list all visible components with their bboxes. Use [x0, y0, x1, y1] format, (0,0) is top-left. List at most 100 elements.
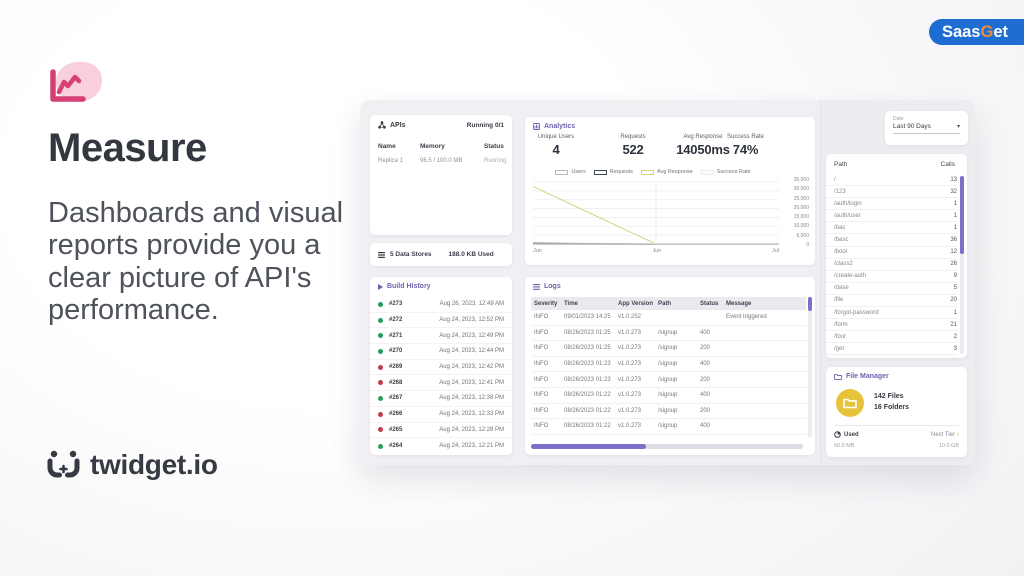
- stat-value: 4: [552, 142, 560, 157]
- logs-table-header: Severity Time App Version Path Status Message: [531, 297, 806, 310]
- analytics-title: Analytics: [544, 123, 576, 130]
- replica-name: Replica 1: [378, 158, 404, 164]
- folder-badge: [836, 389, 864, 417]
- log-row: INFO 08/26/2023 01:23 v1.0.273 /signup 2…: [531, 372, 806, 388]
- path-row: /get 3: [826, 343, 957, 356]
- path-name: /class2: [834, 261, 853, 268]
- logs-column-header: Severity: [534, 300, 558, 307]
- paths-panel: Path Calls / 13 /123 32 /auth/login 1: [826, 154, 967, 358]
- build-id: #273: [389, 301, 403, 308]
- log-time: 08/26/2023 01:22: [564, 407, 611, 414]
- build-id: #268: [389, 379, 403, 386]
- build-id: #271: [389, 332, 403, 339]
- path-name: /file: [834, 297, 844, 304]
- build-id: #264: [389, 443, 403, 450]
- date-filter-label: Date: [893, 116, 904, 122]
- log-severity: INFO: [534, 407, 549, 414]
- stat-label: Success Rate: [727, 134, 765, 140]
- log-path: /signup: [658, 329, 678, 336]
- file-manager-counts: 142 Files 16 Folders: [874, 393, 909, 415]
- chart-y-axis: 35,000 30,000 25,000 20,000 15,000 10,000 5,00…: [794, 177, 809, 248]
- log-time: 08/26/2023 01:22: [564, 392, 611, 399]
- file-manager-title: File Manager: [846, 373, 889, 380]
- build-date: Aug 26, 2023, 12:49 AM: [439, 301, 504, 308]
- build-date: Aug 24, 2023, 12:42 PM: [439, 364, 504, 371]
- log-path: /signup: [658, 407, 678, 414]
- log-time: 08/26/2023 01:22: [564, 423, 611, 430]
- log-row: INFO 08/26/2023 01:23 v1.0.273 /signup 4…: [531, 357, 806, 373]
- files-count: 142 Files: [874, 393, 904, 400]
- divider: [834, 425, 959, 426]
- path-row: /file 20: [826, 295, 957, 308]
- folder-icon: [843, 398, 857, 408]
- paths-column-calls: Calls: [940, 161, 955, 168]
- log-row: INFO 08/26/2023 01:22 v1.0.273 /signup 4…: [531, 419, 806, 435]
- log-path: /signup: [658, 423, 678, 430]
- build-row: #264 Aug 24, 2023, 12:21 PM: [370, 438, 512, 454]
- build-row: #267 Aug 24, 2023, 12:38 PM: [370, 391, 512, 407]
- build-status-dot: [378, 301, 383, 307]
- path-name: /four: [834, 333, 847, 340]
- path-name: /auth/user: [834, 212, 861, 219]
- y-tick-label: 30,000: [793, 186, 809, 193]
- path-calls: 32: [950, 188, 957, 195]
- build-row: #270 Aug 24, 2023, 12:44 PM: [370, 344, 512, 360]
- path-calls: 1: [953, 212, 957, 219]
- apis-hub-icon: [378, 121, 386, 129]
- x-tick-label: Jun: [533, 248, 542, 254]
- logs-horizontal-scrollbar[interactable]: [531, 444, 803, 449]
- paths-scrollbar[interactable]: [960, 176, 964, 354]
- path-calls: 3: [953, 345, 957, 352]
- build-date: Aug 24, 2023, 12:33 PM: [439, 411, 504, 418]
- path-row: /create-auth 9: [826, 271, 957, 283]
- log-status: 200: [700, 345, 711, 352]
- log-time: 09/01/2023 14:25: [564, 314, 611, 321]
- stat: Unique Users 4: [525, 134, 587, 157]
- twidget-logo-icon: [47, 450, 80, 478]
- data-stores-panel: 5 Data Stores 188.0 KB Used: [370, 243, 512, 266]
- y-tick-label: 5,000: [796, 232, 809, 239]
- path-calls: 12: [950, 249, 957, 256]
- path-calls: 36: [950, 237, 957, 244]
- date-filter-dropdown[interactable]: Last 90 Days ▾: [893, 123, 960, 134]
- path-row: / 13: [826, 174, 957, 187]
- logs-horizontal-scrollbar-thumb[interactable]: [531, 444, 646, 449]
- logs-title: Logs: [544, 283, 561, 290]
- y-tick-label: 15,000: [793, 214, 809, 221]
- build-date: Aug 24, 2023, 12:21 PM: [439, 443, 504, 450]
- stat-value: 74%: [732, 142, 759, 157]
- path-row: /123 32: [826, 186, 957, 199]
- data-stores-icon: [378, 251, 385, 258]
- chevron-right-icon: ›: [957, 431, 959, 438]
- path-calls: 9: [953, 273, 957, 280]
- log-row: INFO 09/01/2023 14:25 v1.0.252 Event tri…: [531, 310, 806, 326]
- legend-item: Success Rate: [700, 169, 751, 175]
- build-row: #273 Aug 26, 2023, 12:49 AM: [370, 297, 512, 313]
- log-row: INFO 08/26/2023 01:25 v1.0.273 /signup 4…: [531, 326, 806, 342]
- log-row: INFO 08/26/2023 01:22 v1.0.273 /signup 2…: [531, 404, 806, 420]
- build-row: #266 Aug 24, 2023, 12:33 PM: [370, 407, 512, 423]
- build-status-dot: [378, 411, 383, 417]
- data-stores-used: 188.0 KB Used: [448, 251, 494, 258]
- y-tick-label: 0: [806, 241, 809, 248]
- log-version: v1.0.273: [618, 423, 642, 430]
- build-status-dot: [378, 348, 383, 354]
- next-tier-link[interactable]: Next Tier ›: [931, 432, 959, 438]
- build-id: #269: [389, 364, 403, 371]
- x-tick-label: Jul: [771, 248, 779, 254]
- replica-status: Running: [484, 158, 507, 164]
- logs-column-header: Status: [700, 300, 719, 307]
- page-title: Measure: [48, 126, 207, 170]
- path-name: /bool: [834, 249, 848, 256]
- logs-vertical-scrollbar-thumb[interactable]: [808, 297, 812, 311]
- legend-label: Users: [571, 169, 586, 175]
- build-status-dot: [378, 443, 383, 449]
- date-filter-card: Date Last 90 Days ▾: [885, 111, 968, 145]
- path-row: /auth/user 1: [826, 210, 957, 223]
- path-calls: 1: [953, 200, 957, 207]
- logs-vertical-scrollbar[interactable]: [808, 297, 812, 437]
- apis-title: APIs: [390, 121, 406, 129]
- path-name: /forgot-password: [834, 309, 879, 316]
- paths-scrollbar-thumb[interactable]: [960, 176, 964, 254]
